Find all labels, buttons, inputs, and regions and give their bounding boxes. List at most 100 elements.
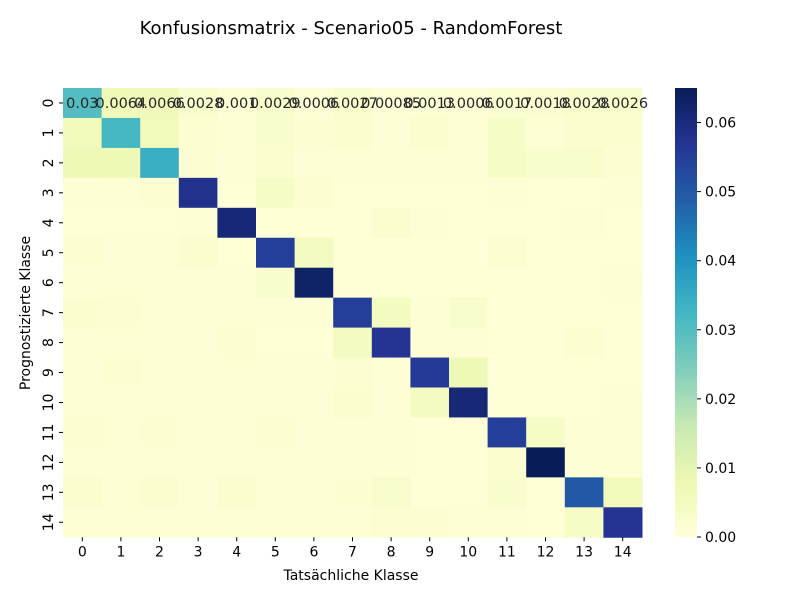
heatmap-cell bbox=[449, 507, 489, 538]
heatmap-cell bbox=[603, 357, 643, 388]
heatmap-cell bbox=[178, 267, 218, 299]
cell-annotation: 0.0006 bbox=[289, 96, 340, 112]
x-tick-label: 1 bbox=[116, 544, 125, 560]
heatmap-cell bbox=[603, 477, 643, 508]
heatmap-cell bbox=[410, 417, 450, 448]
heatmap-cell bbox=[63, 207, 103, 239]
heatmap-cell bbox=[564, 117, 604, 149]
heatmap-cell bbox=[526, 387, 566, 418]
heatmap-cell bbox=[140, 147, 180, 179]
heatmap-cell bbox=[101, 207, 141, 239]
heatmap-cell bbox=[140, 417, 180, 448]
heatmap-cell bbox=[140, 327, 180, 359]
heatmap-cell bbox=[526, 237, 566, 269]
heatmap-cell bbox=[101, 387, 141, 418]
heatmap-cell bbox=[603, 88, 643, 119]
heatmap-cell bbox=[256, 147, 296, 179]
x-tick-label: 5 bbox=[271, 544, 280, 560]
heatmap-cell bbox=[101, 447, 141, 478]
heatmap-cell bbox=[449, 177, 489, 209]
cell-annotation: 0.0027 bbox=[327, 96, 378, 112]
heatmap-cell bbox=[410, 207, 450, 239]
cell-annotation: 0.0028 bbox=[559, 96, 610, 112]
heatmap-cell bbox=[487, 177, 527, 209]
heatmap-cell bbox=[333, 267, 373, 299]
y-tick-label: 8 bbox=[41, 338, 57, 347]
heatmap-cell bbox=[564, 177, 604, 209]
colorbar-tick-label: 0.02 bbox=[705, 392, 736, 408]
heatmap-cell bbox=[256, 237, 296, 269]
cell-annotation: 0.001 bbox=[216, 96, 258, 112]
heatmap-cell bbox=[140, 88, 180, 119]
heatmap-cell bbox=[603, 267, 643, 299]
heatmap-cell bbox=[140, 507, 180, 538]
heatmap-cell bbox=[178, 297, 218, 329]
y-tick-label: 0 bbox=[41, 99, 57, 108]
heatmap-cell bbox=[333, 117, 373, 149]
heatmap-cell bbox=[217, 297, 257, 329]
heatmap-cell bbox=[294, 507, 334, 538]
heatmap-cell bbox=[217, 177, 257, 209]
heatmap-cell bbox=[217, 507, 257, 538]
heatmap-cell bbox=[178, 177, 218, 209]
heatmap-cell bbox=[140, 387, 180, 418]
heatmap-cell bbox=[371, 267, 411, 299]
heatmap-cell bbox=[256, 387, 296, 418]
heatmap-cell bbox=[333, 207, 373, 239]
heatmap-cell bbox=[449, 447, 489, 478]
heatmap-cell bbox=[564, 207, 604, 239]
x-tick-label: 12 bbox=[537, 544, 555, 560]
heatmap-cell bbox=[294, 177, 334, 209]
heatmap-cell bbox=[564, 387, 604, 418]
heatmap-cell bbox=[101, 117, 141, 149]
heatmap-cell bbox=[294, 297, 334, 329]
heatmap-cell bbox=[371, 327, 411, 359]
cell-annotation: 0.0017 bbox=[482, 96, 533, 112]
heatmap-cell bbox=[410, 147, 450, 179]
heatmap-cell bbox=[333, 447, 373, 478]
heatmap-cell bbox=[564, 447, 604, 478]
heatmap-cell bbox=[217, 387, 257, 418]
heatmap-cell bbox=[63, 387, 103, 418]
heatmap-cell bbox=[178, 327, 218, 359]
heatmap-cell bbox=[140, 447, 180, 478]
heatmap-cell bbox=[410, 447, 450, 478]
heatmap-cell bbox=[371, 147, 411, 179]
heatmap-cell bbox=[487, 207, 527, 239]
x-tick-label: 3 bbox=[194, 544, 203, 560]
y-tick-label: 6 bbox=[41, 278, 57, 287]
heatmap-cell bbox=[63, 357, 103, 388]
cell-annotation: 0.0064 bbox=[96, 96, 147, 112]
heatmap-cell bbox=[603, 207, 643, 239]
heatmap-cell bbox=[256, 417, 296, 448]
heatmap-cell bbox=[410, 477, 450, 508]
heatmap-cell bbox=[410, 117, 450, 149]
heatmap-cell bbox=[217, 447, 257, 478]
colorbar-tick-label: 0.00 bbox=[705, 530, 736, 546]
y-tick-label: 1 bbox=[41, 128, 57, 137]
heatmap-cell bbox=[178, 507, 218, 538]
heatmap-cell bbox=[294, 327, 334, 359]
x-tick-label: 2 bbox=[155, 544, 164, 560]
heatmap-cell bbox=[294, 237, 334, 269]
heatmap-cell bbox=[526, 147, 566, 179]
heatmap-cell bbox=[256, 177, 296, 209]
colorbar-tick-label: 0.03 bbox=[705, 323, 736, 339]
heatmap-cell bbox=[256, 117, 296, 149]
heatmap-cell bbox=[487, 477, 527, 508]
heatmap-cell bbox=[603, 447, 643, 478]
y-tick-label: 12 bbox=[41, 453, 57, 471]
cell-annotation: 0.0018 bbox=[520, 96, 571, 112]
heatmap-cell bbox=[333, 88, 373, 119]
heatmap-cell bbox=[140, 207, 180, 239]
heatmap-cell bbox=[526, 507, 566, 538]
heatmap-cell bbox=[333, 177, 373, 209]
heatmap-cell bbox=[178, 147, 218, 179]
heatmap-cell bbox=[256, 88, 296, 119]
heatmap-cell bbox=[294, 417, 334, 448]
heatmap-cell bbox=[256, 327, 296, 359]
y-tick-label: 4 bbox=[41, 218, 57, 227]
heatmap-cell bbox=[487, 88, 527, 119]
cell-annotation: 0.0013 bbox=[404, 96, 455, 112]
heatmap-cell bbox=[217, 417, 257, 448]
